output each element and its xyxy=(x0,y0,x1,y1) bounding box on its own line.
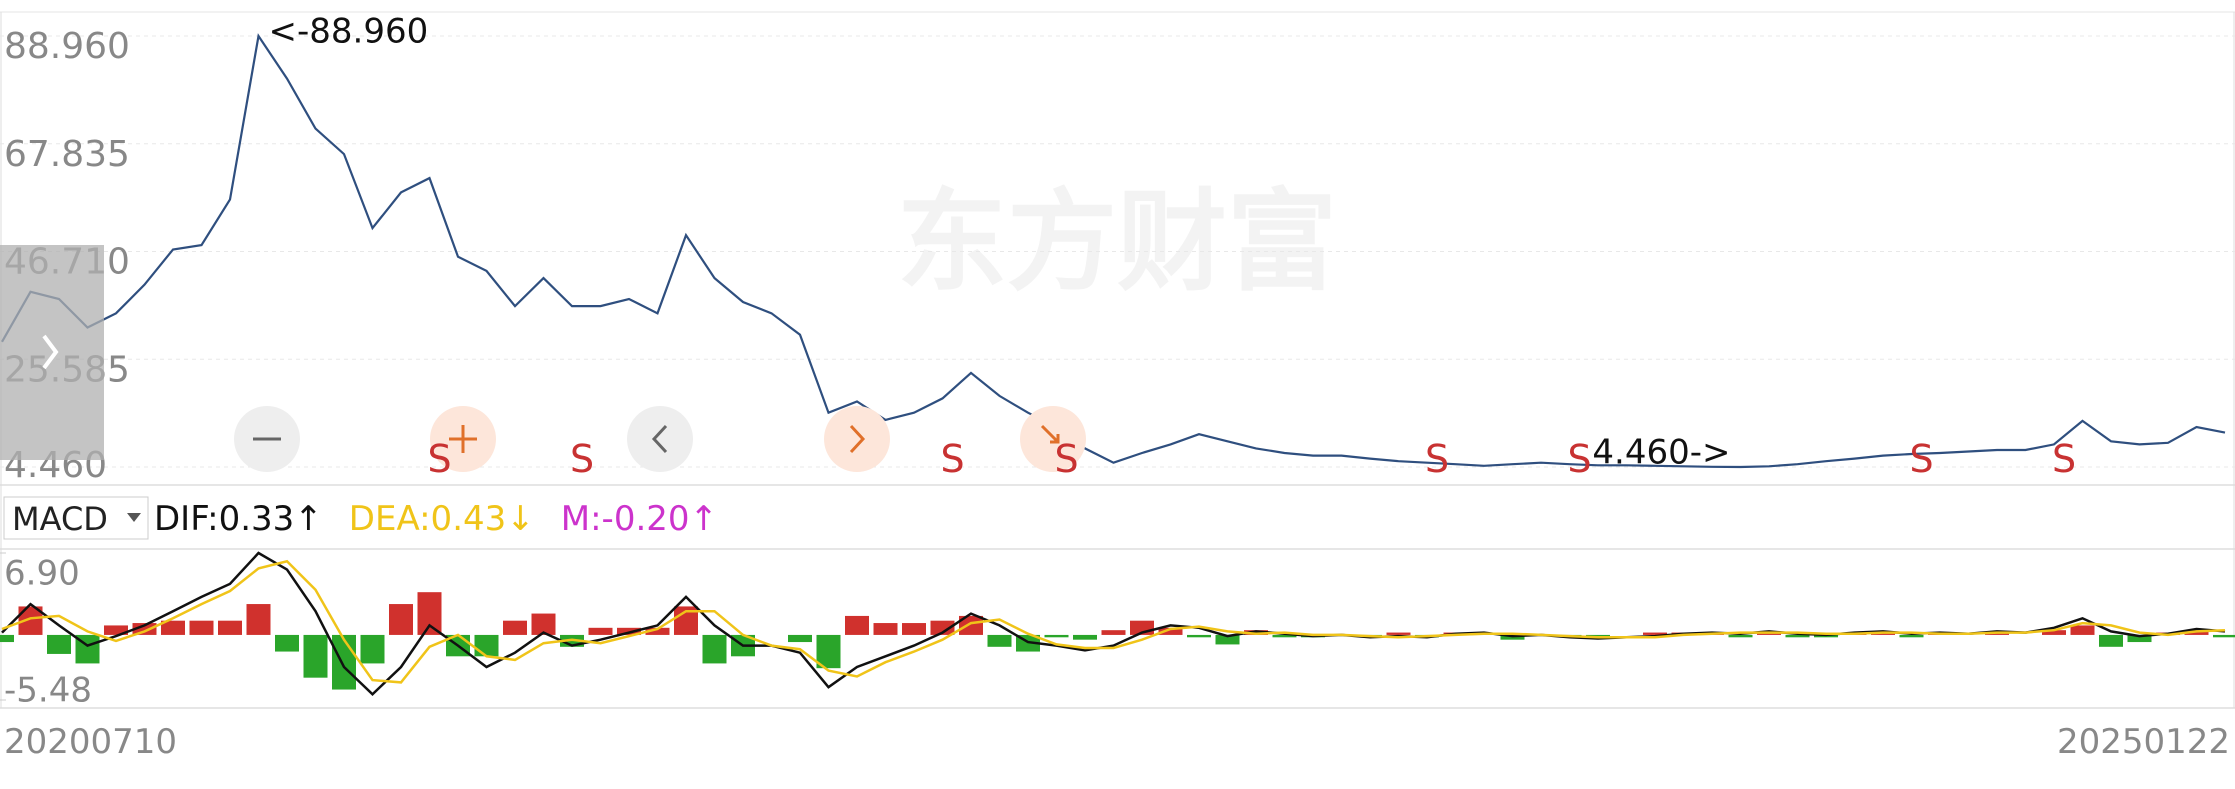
indicator-select[interactable] xyxy=(3,496,149,540)
macd-bar xyxy=(1101,630,1126,635)
zoom-in-icon xyxy=(449,425,477,453)
legend-entry: DEA:0.43↓ xyxy=(349,499,535,539)
macd-bar xyxy=(303,634,328,678)
macd-bar xyxy=(332,634,356,690)
prev-button[interactable] xyxy=(627,406,693,472)
macd-bar xyxy=(1643,632,1667,635)
y-tick-label: 88.960 xyxy=(4,26,130,67)
macd-bar xyxy=(959,615,983,635)
macd-bar xyxy=(987,634,1012,647)
macd-bar xyxy=(702,634,727,664)
macd-bar xyxy=(788,634,812,643)
dropdown-caret xyxy=(127,513,141,522)
macd-bar xyxy=(132,623,157,635)
end-date: 20250122 xyxy=(2057,722,2230,762)
next-button[interactable] xyxy=(824,406,890,472)
macd-bar xyxy=(2042,630,2066,635)
macd-bar xyxy=(930,620,955,635)
macd-bar xyxy=(1728,634,1753,638)
signal-marker: S xyxy=(1567,437,1591,481)
macd-bar xyxy=(104,625,128,635)
macd-bar xyxy=(902,623,926,635)
indicator-name: MACD xyxy=(12,500,108,538)
macd-bar xyxy=(161,620,185,635)
macd-bar xyxy=(2099,634,2123,647)
macd-bar xyxy=(1073,634,1097,640)
macd-bar xyxy=(1899,634,1924,638)
macd-bar xyxy=(47,634,71,654)
macd-bar xyxy=(1215,634,1240,645)
next-icon xyxy=(849,424,866,454)
macd-bar xyxy=(2070,625,2095,635)
y-tick-label: 6.90 xyxy=(4,554,80,594)
macd-bar xyxy=(531,613,556,635)
start-date: 20200710 xyxy=(4,722,177,762)
macd-bar xyxy=(645,627,670,635)
signal-marker: S xyxy=(2052,437,2076,481)
macd-bar xyxy=(1785,634,1810,638)
macd-bar xyxy=(845,615,869,635)
watermark: 东方财富 xyxy=(897,178,1337,306)
prev-icon xyxy=(651,424,668,454)
macd-bar xyxy=(246,604,271,635)
macd-bar xyxy=(816,634,841,669)
signal-marker: S xyxy=(427,437,451,481)
price-line xyxy=(1,33,2226,469)
macd-bar xyxy=(189,620,214,635)
macd-bar xyxy=(503,620,527,635)
signal-marker: S xyxy=(570,437,594,481)
macd-bar xyxy=(1158,627,1183,635)
macd-bar xyxy=(1386,632,1411,635)
macd-bar xyxy=(0,634,14,643)
y-tick-label: -5.48 xyxy=(4,671,92,711)
macd-bar xyxy=(1044,634,1069,638)
macd-bar xyxy=(417,592,442,635)
macd-bar xyxy=(2127,634,2152,643)
y-tick-label: 67.835 xyxy=(4,134,130,175)
end-icon xyxy=(1040,424,1060,444)
macd-bar xyxy=(1187,634,1211,638)
macd-bar xyxy=(1272,634,1297,638)
macd-bar xyxy=(275,634,299,652)
macd-bar xyxy=(588,627,613,635)
signal-marker: S xyxy=(940,437,964,481)
signal-marker: S xyxy=(1054,437,1078,481)
legend-entry: M:-0.20↑ xyxy=(561,499,718,539)
legend-entry: DIF:0.33↑ xyxy=(154,499,323,539)
macd-line xyxy=(1,559,2226,684)
controls xyxy=(234,406,1086,472)
side-panel[interactable] xyxy=(0,245,104,460)
macd-bar xyxy=(360,634,385,664)
macd-bar xyxy=(389,604,413,635)
extreme-annotation: <-88.960 xyxy=(269,12,429,52)
side-panel-arrow xyxy=(42,334,59,370)
extreme-annotation: 4.460-> xyxy=(1592,433,1730,473)
macd-bar xyxy=(218,620,242,635)
macd-bar xyxy=(2213,634,2235,638)
macd-bar xyxy=(873,623,898,635)
signal-marker: S xyxy=(1909,437,1933,481)
macd-bar xyxy=(474,634,499,657)
signal-marker: S xyxy=(1425,437,1449,481)
